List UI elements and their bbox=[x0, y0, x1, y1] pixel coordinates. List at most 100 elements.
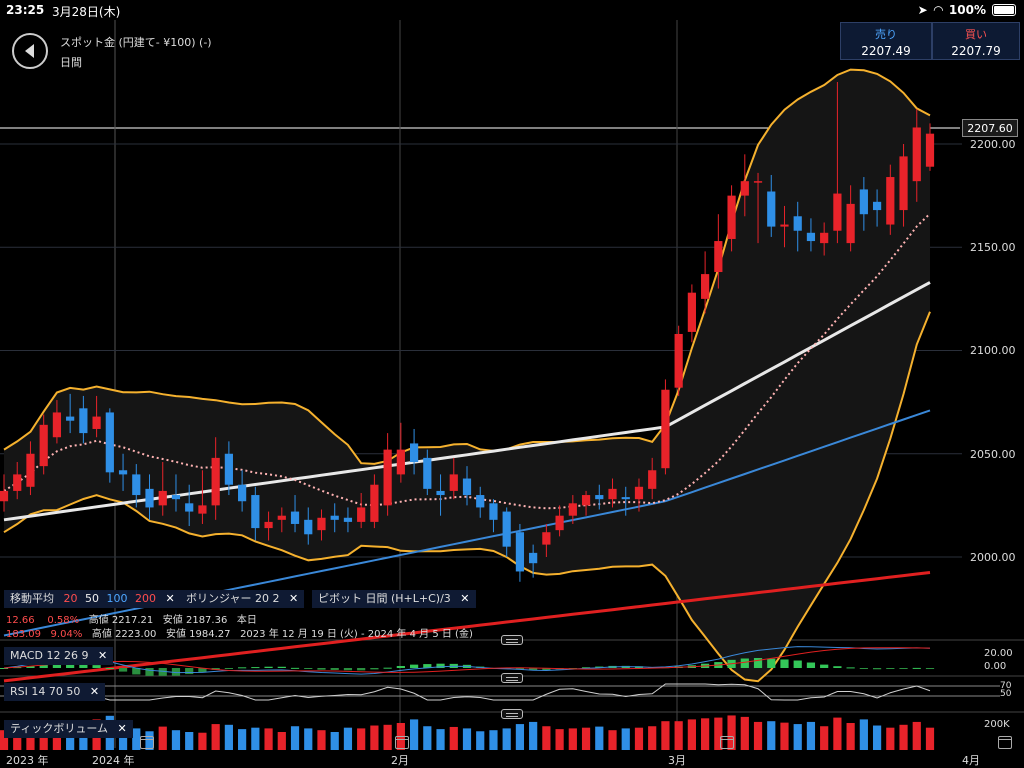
volume-bar bbox=[859, 719, 868, 750]
volume-bar bbox=[317, 730, 326, 750]
pivot-indicator-tag[interactable]: ピボット 日間 (H+L+C)/3 ✕ bbox=[312, 590, 476, 608]
candle-body bbox=[185, 503, 194, 512]
macd-histogram-bar bbox=[872, 668, 882, 670]
macd-indicator-tag[interactable]: MACD 12 26 9 ✕ bbox=[4, 647, 114, 665]
rsi-indicator-tag[interactable]: RSI 14 70 50 ✕ bbox=[4, 683, 106, 701]
bollinger-indicator-tag[interactable]: ボリンジャー 20 2 ✕ bbox=[180, 590, 305, 608]
ma50-period: 50 bbox=[85, 592, 99, 605]
volume-bar bbox=[912, 721, 921, 750]
calendar-icon[interactable] bbox=[395, 736, 409, 749]
macd-histogram-bar bbox=[145, 668, 154, 676]
macd-histogram-bar bbox=[423, 664, 432, 668]
buy-button[interactable]: 買い 2207.79 bbox=[932, 22, 1020, 60]
candle-body bbox=[568, 503, 577, 516]
candle-body bbox=[330, 515, 339, 520]
candle-body bbox=[132, 474, 141, 496]
pane-resize-handle[interactable] bbox=[501, 635, 523, 645]
pane-resize-handle[interactable] bbox=[501, 709, 523, 719]
volume-bar bbox=[833, 717, 842, 750]
date-label: 2024 年 bbox=[92, 754, 135, 767]
macd-histogram-bar bbox=[132, 668, 141, 675]
candle-body bbox=[833, 193, 842, 231]
candle-body bbox=[925, 133, 935, 167]
volume-bar bbox=[171, 730, 181, 750]
macd-histogram-bar bbox=[542, 668, 551, 671]
volume-indicator-tag[interactable]: ティックボリューム ✕ bbox=[4, 720, 133, 738]
candle-body bbox=[793, 216, 802, 231]
ma-indicator-tag[interactable]: 移動平均 20 50 100 200 ✕ bbox=[4, 590, 181, 608]
volume-axis-label: 200K bbox=[984, 719, 1010, 730]
macd-histogram-bar bbox=[833, 666, 842, 668]
volume-close-icon[interactable]: ✕ bbox=[117, 722, 127, 735]
pivot-close-icon[interactable]: ✕ bbox=[460, 592, 470, 605]
macd-histogram-bar bbox=[79, 663, 88, 668]
candle-body bbox=[39, 424, 48, 467]
candle-body bbox=[581, 495, 591, 506]
volume-bar bbox=[158, 726, 167, 750]
rsi-close-icon[interactable]: ✕ bbox=[89, 685, 100, 698]
back-button[interactable] bbox=[12, 33, 48, 69]
macd-histogram-bar bbox=[118, 668, 128, 672]
candle-body bbox=[767, 191, 776, 227]
macd-histogram-bar bbox=[780, 659, 789, 668]
volume-bar bbox=[621, 728, 630, 750]
macd-histogram-bar bbox=[370, 668, 379, 670]
candle-body bbox=[251, 495, 260, 529]
volume-bar bbox=[595, 726, 604, 750]
sell-button[interactable]: 売り 2207.49 bbox=[840, 22, 932, 60]
info-range-line: 183.09 9.04% 高値 2223.00 安値 1984.27 2023 … bbox=[6, 629, 473, 640]
instrument-title: スポット金 (円建て- ¥100) (-) bbox=[60, 36, 212, 49]
candle-body bbox=[277, 515, 286, 520]
bollinger-label: ボリンジャー 20 2 bbox=[186, 592, 280, 605]
ma-close-icon[interactable]: ✕ bbox=[165, 592, 175, 605]
macd-label: MACD 12 26 9 bbox=[10, 649, 89, 662]
candle-body bbox=[52, 412, 62, 438]
volume-bar bbox=[740, 716, 749, 750]
price-chart[interactable] bbox=[0, 20, 1024, 768]
pane-resize-handle[interactable] bbox=[501, 673, 523, 683]
macd-close-icon[interactable]: ✕ bbox=[97, 649, 108, 662]
calendar-icon[interactable] bbox=[140, 736, 154, 749]
candle-body bbox=[714, 241, 723, 273]
candle-body bbox=[198, 505, 207, 514]
volume-bar bbox=[793, 724, 802, 750]
volume-bar bbox=[674, 721, 683, 750]
candle-body bbox=[0, 490, 9, 502]
volume-bar bbox=[330, 732, 339, 750]
candle-body bbox=[555, 515, 564, 531]
macd-histogram-bar bbox=[224, 668, 233, 669]
macd-histogram-bar bbox=[290, 667, 300, 669]
macd-histogram-bar bbox=[26, 666, 35, 668]
macd-axis-label: 20.00 bbox=[984, 648, 1013, 659]
macd-histogram-bar bbox=[171, 668, 181, 676]
calendar-icon[interactable] bbox=[998, 736, 1012, 749]
calendar-icon[interactable] bbox=[720, 736, 734, 749]
macd-signal-line bbox=[3, 647, 931, 673]
macd-histogram-bar bbox=[515, 668, 525, 670]
ma50-line bbox=[3, 281, 931, 522]
date-label: 4月 bbox=[962, 754, 980, 767]
volume-bar bbox=[132, 728, 141, 750]
macd-histogram-bar bbox=[105, 667, 114, 669]
candle-body bbox=[621, 497, 630, 500]
status-time: 23:25 bbox=[6, 3, 45, 17]
price-axis-label: 2150.00 bbox=[970, 241, 1016, 254]
date-label: 2023 年 bbox=[6, 754, 49, 767]
candle-body bbox=[171, 495, 181, 500]
candle-body bbox=[409, 443, 419, 463]
candle-body bbox=[608, 488, 617, 500]
macd-histogram-bar bbox=[264, 666, 273, 668]
battery-percent: 100% bbox=[948, 3, 986, 17]
info-today-line: 12.66 0.58% 高値 2217.21 安値 2187.36 本日 bbox=[6, 615, 257, 626]
volume-bar bbox=[714, 717, 723, 750]
bollinger-close-icon[interactable]: ✕ bbox=[288, 592, 299, 605]
candle-body bbox=[820, 232, 829, 244]
volume-bar bbox=[13, 728, 22, 750]
volume-bar bbox=[264, 728, 273, 750]
bollinger-upper bbox=[3, 68, 931, 465]
volume-bar bbox=[701, 718, 710, 750]
macd-histogram-bar bbox=[581, 667, 591, 669]
macd-histogram-bar bbox=[899, 668, 908, 669]
volume-bar bbox=[687, 719, 696, 750]
ma-label: 移動平均 bbox=[10, 592, 54, 605]
